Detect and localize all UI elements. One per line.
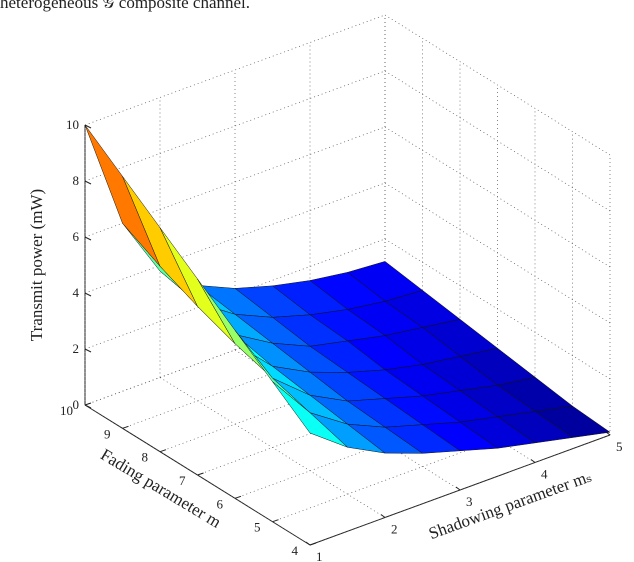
tick-mark (84, 292, 92, 297)
y-tick-label: 6 (217, 496, 224, 511)
surface-patch (159, 227, 236, 344)
caption: heterogeneous 𝒢 composite channel. (0, 0, 250, 12)
y-axis-label: Fading parameter m (97, 445, 224, 532)
y-tick-label: 4 (292, 543, 299, 558)
tick-mark (272, 519, 279, 523)
y-tick-label: 7 (179, 473, 186, 488)
y-tick-label: 10 (60, 403, 73, 418)
grid-line (384, 126, 611, 268)
grid-line (384, 238, 611, 380)
x-tick-label: 5 (616, 439, 623, 454)
z-tick-label: 2 (73, 341, 80, 356)
x-tick-label: 4 (541, 467, 548, 482)
surface-patch (272, 381, 348, 448)
x-tick-label: 2 (391, 522, 398, 537)
tick-mark (122, 425, 129, 429)
grid-line (384, 70, 611, 212)
tick-mark (84, 402, 92, 406)
y-tick-label: 5 (254, 520, 261, 535)
tick-mark (309, 542, 317, 546)
tick-mark (197, 472, 204, 476)
y-tick-label: 8 (142, 450, 149, 465)
grid-line (159, 377, 386, 518)
tick-mark (84, 124, 92, 129)
tick-mark (84, 180, 92, 185)
tick-mark (305, 541, 311, 546)
x-axis-label: Shadowing parameter mₛ (426, 467, 594, 544)
surface-patch (122, 176, 198, 307)
tick-mark (455, 486, 461, 491)
grid-line (384, 182, 611, 324)
tick-mark (84, 348, 92, 353)
tick-mark (84, 404, 92, 409)
y-tick-label: 9 (104, 426, 111, 441)
z-tick-label: 0 (73, 397, 80, 412)
z-tick-label: 8 (73, 173, 80, 188)
grid-line (384, 14, 611, 156)
x-tick-label: 3 (466, 494, 473, 509)
tick-mark (84, 236, 92, 241)
tick-mark (159, 449, 167, 453)
tick-mark (234, 495, 242, 499)
x-tick-label: 1 (316, 549, 323, 562)
z-axis-label: Transmit power (mW) (27, 189, 46, 341)
z-tick-label: 10 (66, 117, 79, 132)
tick-mark (530, 459, 536, 463)
tick-mark (380, 514, 386, 518)
z-tick-label: 6 (73, 229, 80, 244)
z-tick-label: 4 (73, 285, 80, 300)
surface-patch (84, 124, 161, 267)
